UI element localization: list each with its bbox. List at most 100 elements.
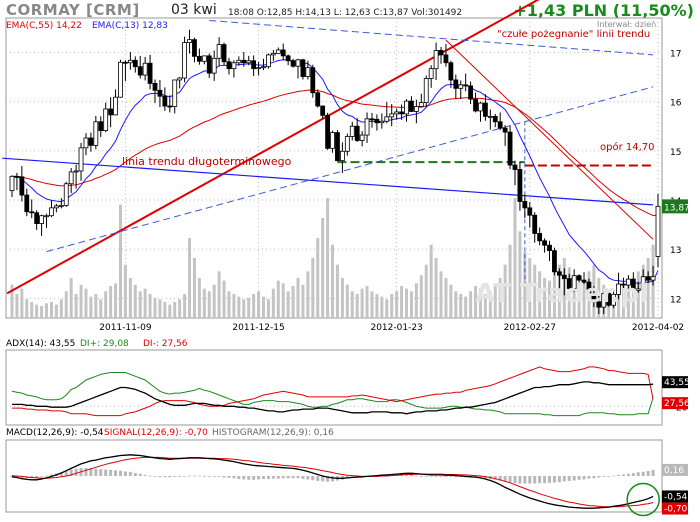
volume-bar — [15, 294, 19, 318]
volume-bar — [488, 291, 492, 318]
histogram-bar — [503, 476, 507, 483]
volume-bar — [543, 278, 547, 318]
histogram-legend: HISTOGRAM(12,26,9): 0,16 — [212, 428, 334, 438]
histogram-bar — [562, 476, 566, 482]
histogram-bar — [64, 470, 68, 476]
downtrend-line-red — [445, 39, 654, 240]
annotation-opor: opór 14,70 — [600, 141, 655, 153]
volume-bar — [178, 299, 182, 318]
volume-bar — [419, 275, 423, 318]
candle — [256, 67, 261, 70]
macd-value-box — [662, 490, 688, 503]
histogram-bar — [202, 476, 206, 477]
signal-legend: SIGNAL(12,26,9): -0,70 — [104, 428, 208, 438]
histogram-bar — [197, 475, 201, 477]
histogram-bar — [123, 471, 127, 476]
volume-bar — [533, 264, 537, 318]
volume-bar — [439, 271, 443, 318]
candle — [300, 59, 306, 77]
histogram-bar — [602, 476, 606, 477]
volume-bar — [385, 299, 389, 318]
price-tick-label: 17 — [670, 49, 681, 59]
histogram-bar — [178, 476, 182, 477]
volume-bar — [454, 291, 458, 318]
macd-panel-frame — [5, 439, 663, 513]
volume-bar — [222, 280, 226, 318]
histogram-bar — [89, 468, 93, 476]
annotation-trend: linia trendu długoterminowego — [122, 155, 292, 168]
candle — [123, 61, 128, 64]
candle — [650, 276, 656, 281]
histogram-bar — [306, 476, 310, 480]
volume-bar — [45, 303, 49, 318]
candle — [310, 67, 316, 94]
volume-bar — [617, 288, 621, 318]
candle — [295, 59, 301, 67]
adx-value-box — [662, 397, 688, 410]
histogram-bar — [523, 476, 527, 484]
histogram-bar — [439, 476, 443, 477]
volume-bar — [641, 264, 645, 318]
candle — [389, 113, 395, 118]
volume-bar — [365, 286, 369, 318]
candle — [211, 57, 217, 74]
histogram-bar — [449, 476, 453, 477]
histogram-bar — [227, 476, 231, 478]
candle — [517, 169, 523, 202]
histogram-bar — [409, 474, 413, 476]
histogram-bar — [242, 476, 246, 480]
histogram-bar — [444, 476, 448, 477]
candle — [611, 293, 617, 306]
candle — [640, 276, 646, 290]
candle — [502, 127, 508, 133]
candle — [216, 44, 222, 59]
candle — [108, 108, 114, 116]
histogram-bar — [261, 476, 265, 480]
candle — [103, 108, 109, 132]
volume-bar — [345, 284, 349, 318]
candle — [226, 61, 232, 70]
histogram-bar — [636, 472, 640, 476]
candle — [645, 276, 651, 281]
volume-bar — [380, 296, 384, 318]
candle — [157, 89, 163, 97]
candle — [19, 176, 25, 196]
price-tick-label: 12 — [670, 295, 681, 305]
candle — [576, 275, 582, 281]
rising-channel-dashed — [46, 86, 654, 253]
volume-bar — [271, 288, 275, 318]
candle — [606, 293, 612, 306]
volume-bar — [493, 283, 497, 318]
histogram-bar — [188, 475, 192, 477]
histogram-bar — [617, 474, 621, 476]
volume-bar — [459, 294, 463, 318]
volume-bar — [158, 299, 162, 318]
candle — [483, 102, 488, 117]
volume-bar — [276, 280, 280, 318]
candle — [423, 78, 429, 103]
volume-bar — [375, 294, 379, 318]
candle — [241, 59, 247, 64]
date-tick-label: 2012-01-23 — [370, 323, 422, 333]
watermark: AT Trader.pl — [475, 279, 648, 309]
candle — [384, 116, 390, 122]
candle — [325, 114, 331, 149]
candle — [527, 207, 533, 216]
candle — [24, 194, 30, 213]
volume-bar — [538, 271, 542, 318]
volume-bar — [10, 284, 14, 318]
volume-bar — [261, 296, 265, 318]
histogram-bar — [424, 476, 428, 477]
macd-value-label: -0,54 — [664, 492, 688, 502]
histogram-bar — [597, 476, 601, 478]
histogram-bar — [20, 476, 24, 479]
histogram-bar — [301, 476, 305, 480]
histogram-bar — [10, 476, 14, 478]
histogram-bar — [49, 474, 53, 476]
candle — [507, 131, 513, 166]
candle — [571, 275, 577, 289]
candle — [78, 147, 84, 172]
